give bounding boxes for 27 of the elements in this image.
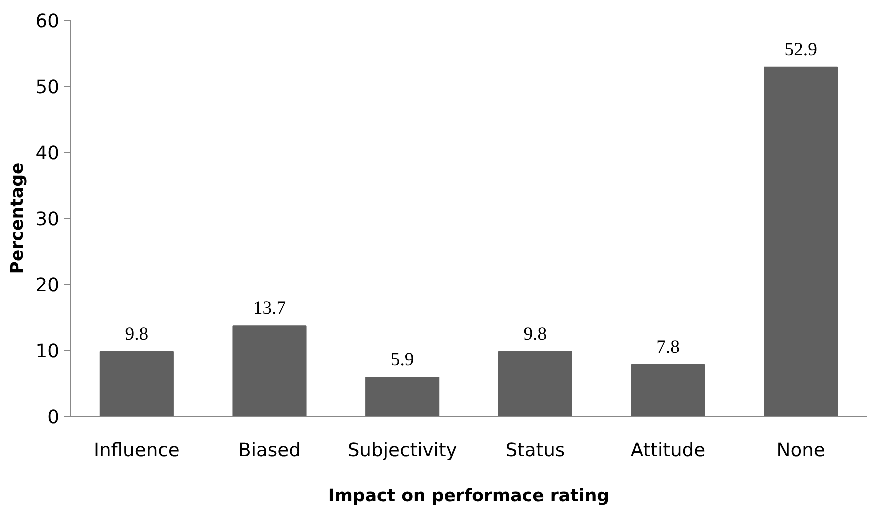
x-axis-title: Impact on performace rating	[328, 486, 610, 506]
x-tick-label: Biased	[238, 440, 301, 462]
x-tick-label: Subjectivity	[348, 440, 458, 462]
y-tick-label: 10	[36, 342, 60, 362]
data-label: 9.8	[524, 324, 548, 345]
bar	[100, 351, 174, 416]
bar	[232, 326, 307, 416]
x-tick-label: Status	[506, 440, 566, 462]
bar	[498, 351, 572, 416]
x-tick-label: Influence	[94, 440, 180, 462]
y-tick-label: 0	[48, 408, 60, 428]
data-label: 13.7	[253, 298, 286, 320]
x-tick-label: None	[776, 440, 826, 462]
data-label: 52.9	[784, 39, 818, 60]
bar	[764, 66, 838, 416]
bar	[366, 377, 440, 416]
y-tick-label: 50	[36, 78, 60, 98]
y-tick-label: 40	[36, 144, 60, 164]
y-tick-label: 60	[36, 12, 60, 32]
data-label: 7.8	[656, 337, 680, 358]
bar	[631, 364, 706, 416]
x-tick-label: Attitude	[630, 440, 706, 462]
data-label: 5.9	[390, 350, 414, 371]
y-tick-label: 20	[36, 276, 60, 296]
y-tick-label: 30	[36, 210, 60, 230]
y-axis-title: Percentage	[8, 162, 28, 274]
data-label: 9.8	[125, 324, 149, 345]
